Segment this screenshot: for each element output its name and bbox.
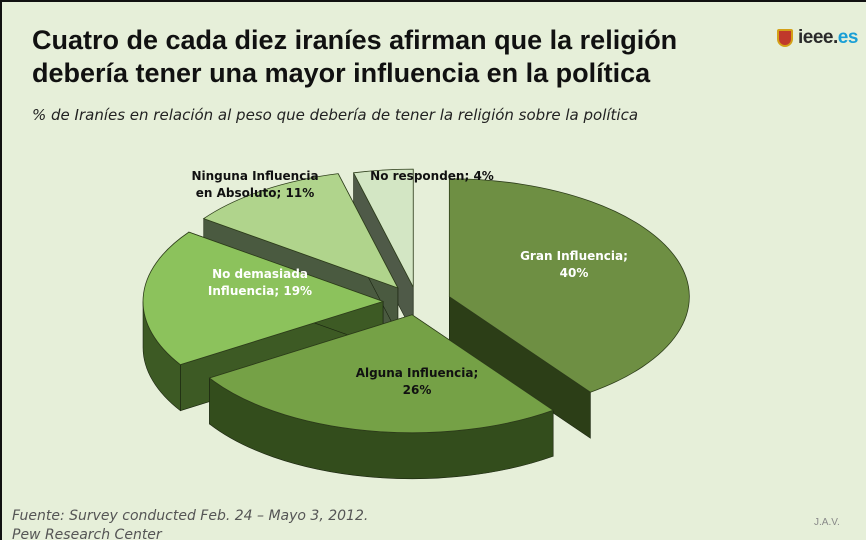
pie-slices xyxy=(142,168,690,480)
slice-top-face xyxy=(142,231,385,366)
slide-title: Cuatro de cada diez iraníes afirman que … xyxy=(32,25,678,88)
pie-label-line: Alguna Influencia; xyxy=(356,366,479,380)
pie-label-line: Ninguna Influencia xyxy=(191,169,318,183)
logo[interactable]: ieee.es xyxy=(777,24,858,52)
pie-label-2: Alguna Influencia; 26% xyxy=(356,366,479,397)
logo-text-suffix: es xyxy=(837,27,859,48)
slice-top-face xyxy=(208,314,555,434)
slice-top-face xyxy=(352,168,414,288)
pie-label-line: No responden; 4% xyxy=(370,169,494,183)
logo-text: ieee.es xyxy=(798,27,858,49)
pie-label-line: Influencia; 19% xyxy=(208,284,312,298)
pie-label-line: 40% xyxy=(560,266,589,280)
chart-subtitle: % de Iraníes en relación al peso que deb… xyxy=(32,106,639,124)
pie-slice-5 xyxy=(352,168,414,334)
pie-label-line: 26% xyxy=(403,383,432,397)
logo-text-main: ieee. xyxy=(798,27,838,48)
pie-label-line: No demasiada xyxy=(212,267,308,281)
pie-label-4: Ninguna Influencia en Absoluto; 11% xyxy=(191,169,318,200)
source-line-2: Pew Research Center xyxy=(12,527,162,540)
pie-label-5: No responden; 4% xyxy=(370,169,494,183)
pie-label-1: Gran Influencia; 40% xyxy=(520,249,628,280)
shield-icon xyxy=(777,29,793,47)
pie-label-line: Gran Influencia; xyxy=(520,249,628,263)
slice-top-face xyxy=(202,173,399,289)
pie-slice-1 xyxy=(448,178,690,439)
slice-top-face xyxy=(448,178,690,393)
pie-slice-2 xyxy=(208,314,555,480)
author-initials: J.A.V. xyxy=(814,517,840,528)
pie-label-3: No demasiada Influencia; 19% xyxy=(208,267,312,298)
pie-label-line: en Absoluto; 11% xyxy=(196,186,314,200)
source-line-1: Fuente: Survey conducted Feb. 24 – Mayo … xyxy=(12,508,369,524)
pie-labels: Gran Influencia; 40% Alguna Influencia; 26%… xyxy=(191,169,627,397)
source-note: Fuente: Survey conducted Feb. 24 – Mayo … xyxy=(12,507,368,540)
